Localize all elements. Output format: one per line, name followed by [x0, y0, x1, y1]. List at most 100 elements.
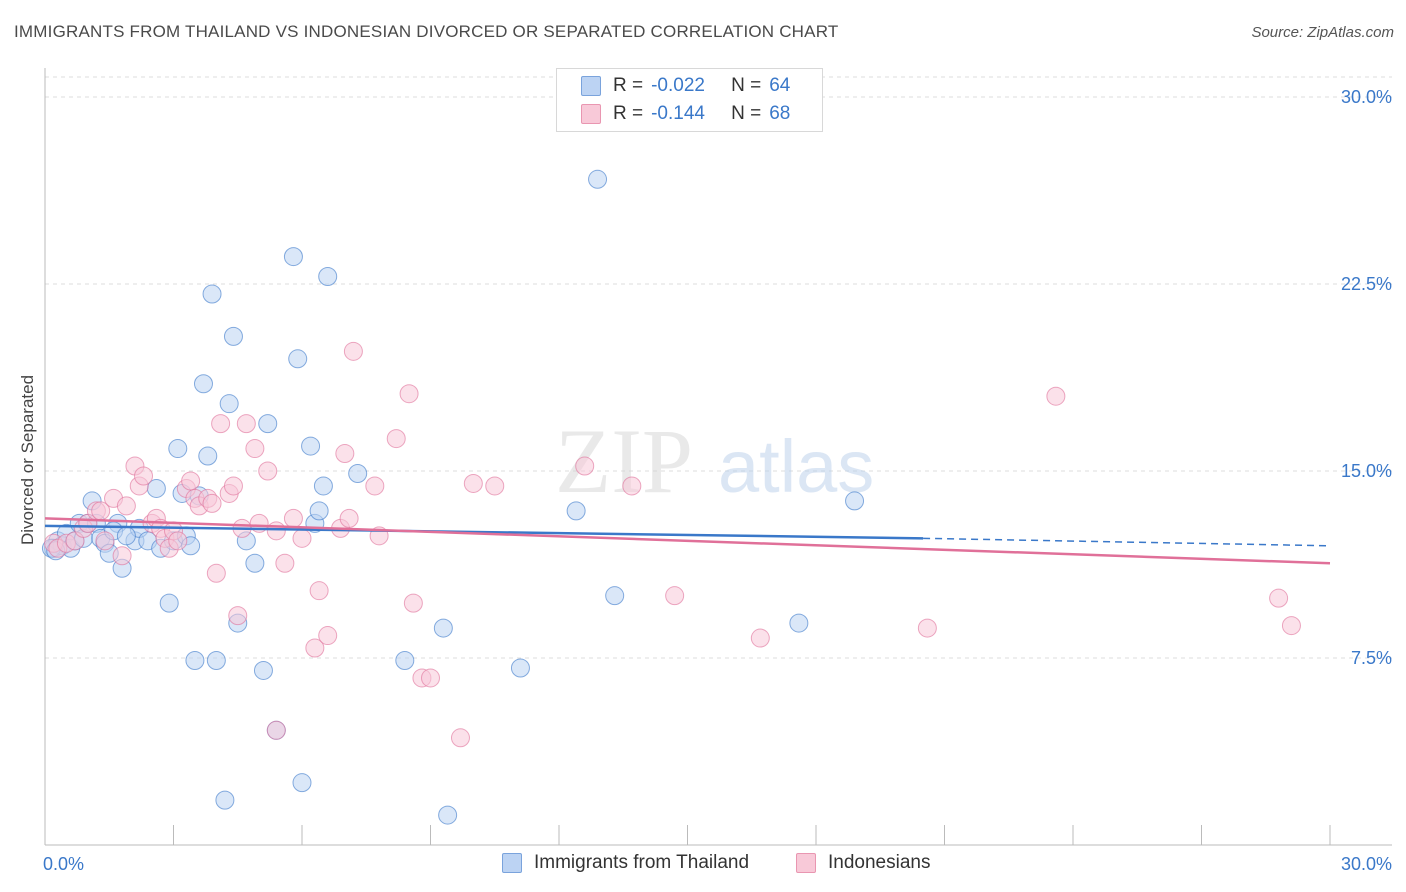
- indonesian-point: [575, 456, 595, 476]
- thailand-point: [510, 658, 530, 678]
- x-tick-label-start: 0.0%: [43, 854, 84, 874]
- indonesian-point: [318, 626, 338, 646]
- indonesian-point: [181, 471, 201, 491]
- indonesian-point: [95, 531, 115, 551]
- indonesian-point: [168, 531, 188, 551]
- chart-title: IMMIGRANTS FROM THAILAND VS INDONESIAN D…: [14, 22, 839, 41]
- thailand-point: [301, 436, 321, 456]
- indonesian-point: [309, 581, 329, 601]
- indonesian-point: [1281, 616, 1301, 636]
- thailand-point: [283, 247, 303, 267]
- indonesian-point: [305, 638, 325, 658]
- indonesian-point: [665, 586, 685, 606]
- thailand-point: [245, 553, 265, 573]
- thailand-point: [605, 586, 625, 606]
- watermark: ZIP atlas: [555, 410, 874, 512]
- n-value-indonesians: 68: [769, 103, 791, 124]
- indonesian-point: [292, 528, 312, 548]
- thailand-point: [215, 790, 235, 810]
- watermark-zip: ZIP: [555, 410, 693, 512]
- gridlines: [45, 76, 1392, 659]
- thailand-point: [202, 284, 222, 304]
- indonesian-point: [283, 508, 303, 528]
- indonesian-point: [1046, 386, 1066, 406]
- indonesian-point: [236, 414, 256, 434]
- thailand-trend-extension: [923, 537, 1331, 547]
- indonesian-point: [335, 444, 355, 464]
- thailand-point: [588, 169, 608, 189]
- legend-label-thailand: Immigrants from Thailand: [534, 852, 750, 873]
- legend-swatch-thailand: [581, 76, 601, 96]
- thailand-point: [168, 439, 188, 459]
- n-label: N =: [731, 103, 762, 124]
- axis-labels: 7.5% 15.0% 22.5% 30.0% 0.0% 30.0% Divorced or …: [18, 87, 1392, 874]
- indonesian-point: [134, 466, 154, 486]
- n-value-thailand: 64: [769, 75, 791, 96]
- y-tick-label: 7.5%: [1351, 648, 1392, 668]
- thailand-point: [318, 267, 338, 287]
- source-label: Source: ZipAtlas.com: [1251, 24, 1394, 41]
- legend-item-indonesians[interactable]: Indonesians: [796, 852, 930, 874]
- thailand-point: [253, 660, 273, 680]
- x-tick-label-end: 30.0%: [1341, 854, 1392, 874]
- indonesian-point: [403, 593, 423, 613]
- thailand-point: [309, 501, 329, 521]
- y-tick-label: 22.5%: [1341, 274, 1392, 294]
- indonesian-point: [622, 476, 642, 496]
- thailand-point: [433, 618, 453, 638]
- thailand-point: [395, 650, 415, 670]
- thailand-point: [193, 374, 213, 394]
- indonesian-point: [463, 473, 483, 493]
- legend-swatch-indonesians: [581, 104, 601, 124]
- r-value-indonesians: -0.144: [651, 103, 705, 124]
- stats-legend: R = -0.022 N = 64 R = -0.144 N = 68: [556, 68, 823, 132]
- indonesian-point: [485, 476, 505, 496]
- indonesian-point: [223, 476, 243, 496]
- thailand-point: [288, 349, 308, 369]
- indonesian-point: [266, 720, 286, 740]
- indonesian-point: [339, 508, 359, 528]
- thailand-point: [206, 650, 226, 670]
- indonesian-point: [275, 553, 295, 573]
- legend-swatch-indonesians: [796, 853, 816, 873]
- n-label: N =: [731, 75, 762, 96]
- indonesian-point: [266, 521, 286, 541]
- y-tick-label: 15.0%: [1341, 461, 1392, 481]
- axes: [44, 68, 1392, 846]
- r-label: R =: [613, 75, 644, 96]
- thailand-point: [258, 414, 278, 434]
- indonesian-point: [206, 563, 226, 583]
- thailand-point: [438, 805, 458, 825]
- legend-item-thailand[interactable]: Immigrants from Thailand: [502, 852, 749, 874]
- indonesian-point: [112, 546, 132, 566]
- y-tick-label: 30.0%: [1341, 87, 1392, 107]
- thailand-point: [219, 394, 239, 414]
- series-legend: Immigrants from Thailand Indonesians: [0, 852, 1406, 878]
- indonesian-point: [421, 668, 440, 688]
- thailand-point: [789, 613, 809, 633]
- thailand-point: [159, 593, 179, 613]
- indonesian-point: [211, 414, 231, 434]
- thailand-point: [185, 650, 205, 670]
- indonesian-point: [750, 628, 770, 648]
- thailand-trend-line: [44, 524, 924, 540]
- indonesian-point: [228, 606, 248, 626]
- indonesian-point: [450, 728, 470, 748]
- data-points: [41, 169, 1301, 825]
- thailand-point: [292, 773, 312, 793]
- indonesian-point: [1269, 588, 1289, 608]
- y-axis-title: Divorced or Separated: [18, 375, 37, 545]
- indonesian-point: [365, 476, 385, 496]
- r-value-thailand: -0.022: [651, 75, 705, 96]
- indonesian-point: [399, 384, 419, 404]
- thailand-point: [348, 463, 368, 483]
- thailand-point: [223, 326, 243, 346]
- thailand-point: [845, 491, 865, 511]
- legend-row-thailand: R = -0.022 N = 64: [581, 73, 790, 99]
- trend-lines: [44, 517, 1331, 565]
- thailand-point: [313, 476, 333, 496]
- indonesian-point: [245, 439, 265, 459]
- indonesian-point: [116, 496, 136, 516]
- indonesian-point: [202, 493, 222, 513]
